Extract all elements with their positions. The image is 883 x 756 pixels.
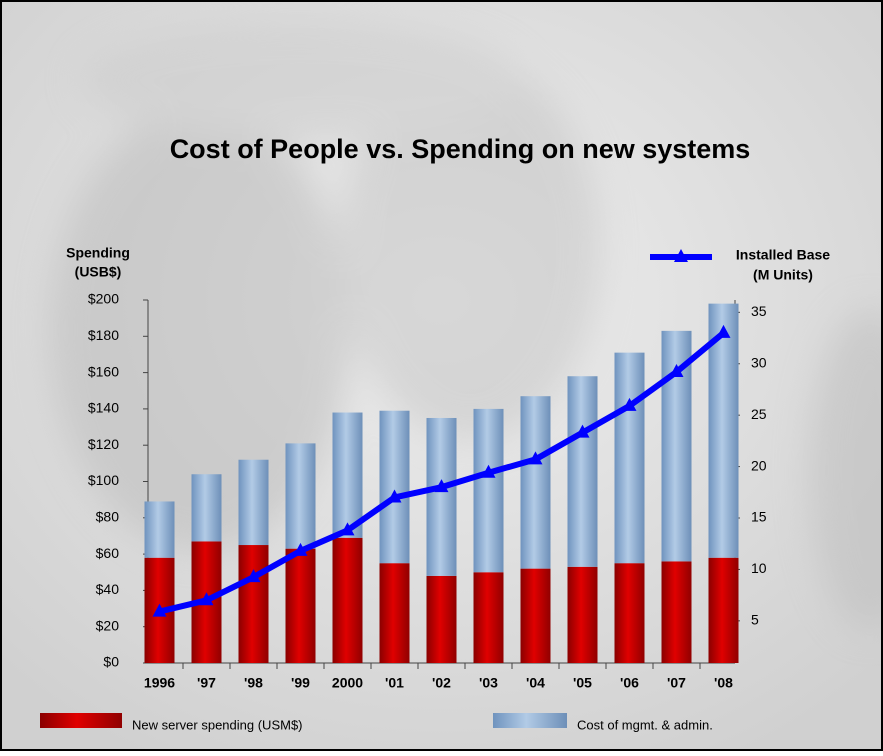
x-tick-label: '06 — [620, 675, 639, 691]
y-tick-label: $60 — [96, 545, 120, 561]
y-axis-label: Spending — [66, 245, 130, 261]
legend-label: Cost of mgmt. & admin. — [577, 717, 713, 732]
bar — [568, 376, 598, 567]
x-tick-label: '05 — [573, 675, 592, 691]
x-tick-label: '04 — [526, 675, 545, 691]
y-tick-label: $80 — [96, 509, 120, 525]
bar — [521, 396, 551, 568]
y-tick-label: $0 — [103, 654, 119, 670]
y2-axis-label: (M Units) — [753, 267, 813, 283]
bar — [662, 561, 692, 663]
chart-title: Cost of People vs. Spending on new syste… — [170, 134, 751, 164]
y-tick-label: $120 — [88, 436, 119, 452]
y-axis-label: (USB$) — [75, 264, 122, 280]
bar — [615, 353, 645, 564]
x-tick-label: '08 — [714, 675, 733, 691]
x-tick-label: '97 — [197, 675, 216, 691]
bar — [615, 563, 645, 663]
bar — [333, 413, 363, 538]
x-tick-label: 2000 — [332, 675, 363, 691]
bar — [568, 567, 598, 663]
legend-swatch — [493, 713, 567, 728]
bar — [474, 409, 504, 572]
chart: Cost of People vs. Spending on new syste… — [0, 0, 883, 751]
y2-tick-label: 15 — [751, 509, 767, 525]
y-tick-label: $160 — [88, 363, 119, 379]
y-tick-label: $140 — [88, 400, 119, 416]
y-tick-label: $40 — [96, 581, 120, 597]
bar — [427, 576, 457, 663]
bar — [286, 443, 316, 548]
legend-label: Installed Base — [736, 247, 830, 263]
bar — [145, 501, 175, 557]
x-tick-label: '01 — [385, 675, 404, 691]
bar — [333, 538, 363, 663]
y2-tick-label: 30 — [751, 354, 767, 370]
y2-tick-label: 25 — [751, 406, 767, 422]
bar — [709, 558, 739, 663]
bar — [192, 474, 222, 541]
y2-tick-label: 10 — [751, 560, 767, 576]
bar — [239, 545, 269, 663]
x-tick-label: '02 — [432, 675, 451, 691]
bar — [380, 411, 410, 563]
y-tick-label: $20 — [96, 617, 120, 633]
x-tick-label: 1996 — [144, 675, 175, 691]
bar — [380, 563, 410, 663]
y2-tick-label: 5 — [751, 612, 759, 628]
y2-tick-label: 20 — [751, 457, 767, 473]
bar — [521, 569, 551, 663]
x-tick-label: '99 — [291, 675, 310, 691]
x-tick-label: '98 — [244, 675, 263, 691]
bar — [286, 549, 316, 663]
y-tick-label: $100 — [88, 472, 119, 488]
bar — [427, 418, 457, 576]
legend-label: New server spending (USM$) — [132, 717, 303, 732]
y-tick-label: $200 — [88, 291, 119, 307]
bar — [474, 572, 504, 663]
legend-swatch — [40, 713, 122, 728]
x-tick-label: '03 — [479, 675, 498, 691]
x-tick-label: '07 — [667, 675, 686, 691]
y-tick-label: $180 — [88, 327, 119, 343]
y2-tick-label: 35 — [751, 303, 767, 319]
bar — [239, 460, 269, 545]
